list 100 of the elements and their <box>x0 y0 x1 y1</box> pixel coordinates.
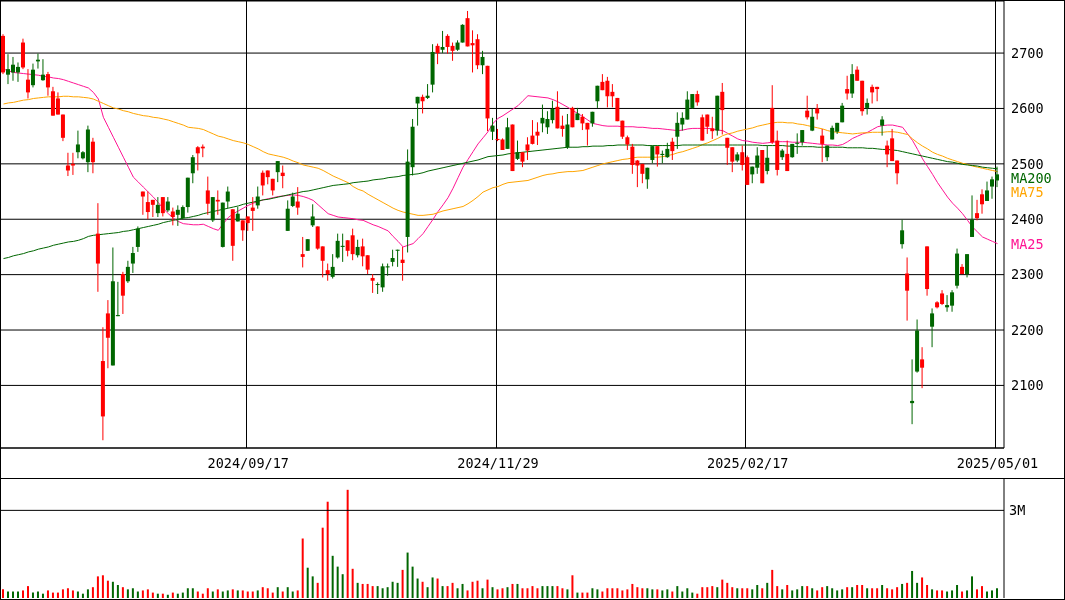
bar <box>391 581 394 598</box>
candlestick <box>920 346 925 389</box>
x-tick-label: 2024/09/17 <box>207 454 289 471</box>
bar <box>126 589 129 598</box>
candlestick <box>300 236 305 268</box>
bar <box>436 578 439 598</box>
bar <box>761 588 764 598</box>
bar <box>191 588 194 598</box>
bar <box>851 587 854 598</box>
candlestick <box>120 271 125 315</box>
candlestick <box>460 23 465 44</box>
bar <box>596 589 599 598</box>
bar <box>286 587 289 598</box>
candlestick <box>285 199 290 232</box>
candlestick <box>845 75 850 101</box>
bar <box>236 590 239 598</box>
bar <box>241 590 244 598</box>
bar <box>471 581 474 598</box>
bar <box>516 583 519 598</box>
bar <box>996 588 999 598</box>
bar <box>461 583 464 598</box>
candlestick <box>310 203 315 228</box>
bar <box>571 575 574 598</box>
candlestick <box>535 121 540 146</box>
bar <box>536 588 539 598</box>
candlestick <box>160 196 165 217</box>
bar <box>456 588 459 598</box>
bar <box>691 592 694 598</box>
bar <box>556 586 559 598</box>
bar <box>526 588 529 598</box>
bar <box>741 588 744 598</box>
bar <box>121 587 124 598</box>
candlestick <box>295 186 300 216</box>
bar <box>481 588 484 598</box>
candlestick <box>75 130 80 159</box>
bar <box>61 589 64 598</box>
bar <box>566 589 569 598</box>
bar <box>766 582 769 598</box>
bar <box>926 585 929 598</box>
ref-line-label: 3M <box>1009 502 1026 519</box>
candlestick <box>885 140 890 168</box>
bar <box>551 586 554 598</box>
series-label: MA25 <box>1011 235 1044 252</box>
candlestick <box>870 84 875 104</box>
bar <box>466 590 469 598</box>
bar <box>16 591 19 598</box>
candlestick <box>125 260 130 284</box>
bar <box>331 555 334 598</box>
candlestick <box>210 196 215 223</box>
bar <box>521 588 524 598</box>
bar <box>366 583 369 598</box>
bar <box>7 591 9 598</box>
bar <box>266 588 269 598</box>
y-tick-label: 2500 <box>1011 155 1044 172</box>
bar <box>341 574 344 598</box>
x-tick-label: 2025/02/17 <box>707 454 789 471</box>
bar <box>26 586 29 598</box>
line-series <box>3 95 998 216</box>
bar <box>106 580 109 598</box>
bar <box>21 590 24 598</box>
bar <box>186 588 189 598</box>
candlestick <box>205 176 210 216</box>
bar <box>636 587 639 598</box>
bar <box>701 587 704 598</box>
bar <box>381 588 384 598</box>
bar <box>256 590 259 598</box>
candlestick <box>865 97 870 116</box>
bar <box>411 566 414 598</box>
candlestick <box>480 50 485 75</box>
bar <box>306 567 309 598</box>
bar <box>86 589 89 598</box>
bar <box>606 588 609 598</box>
bar <box>631 583 634 598</box>
candlestick <box>905 256 910 322</box>
bar <box>11 591 14 598</box>
bar <box>901 583 904 598</box>
bar <box>881 585 884 598</box>
bar <box>866 588 869 598</box>
candlestick <box>370 273 375 294</box>
bar <box>111 581 114 598</box>
bar <box>726 582 729 598</box>
candlestick <box>25 68 30 99</box>
y-tick-label: 2700 <box>1011 44 1044 61</box>
bar <box>116 585 119 598</box>
bar <box>621 590 624 598</box>
bar <box>896 587 899 598</box>
candlestick <box>900 219 905 250</box>
candlestick <box>880 115 885 137</box>
bar <box>301 538 304 598</box>
bar <box>991 590 994 598</box>
bar <box>961 591 964 598</box>
bar <box>916 582 919 598</box>
bar <box>166 594 169 598</box>
bar <box>2 589 4 598</box>
bar <box>951 590 954 598</box>
bar <box>451 582 454 598</box>
candlestick <box>130 246 135 274</box>
candlestick <box>150 199 155 218</box>
bar <box>811 588 814 598</box>
bar <box>296 590 299 598</box>
